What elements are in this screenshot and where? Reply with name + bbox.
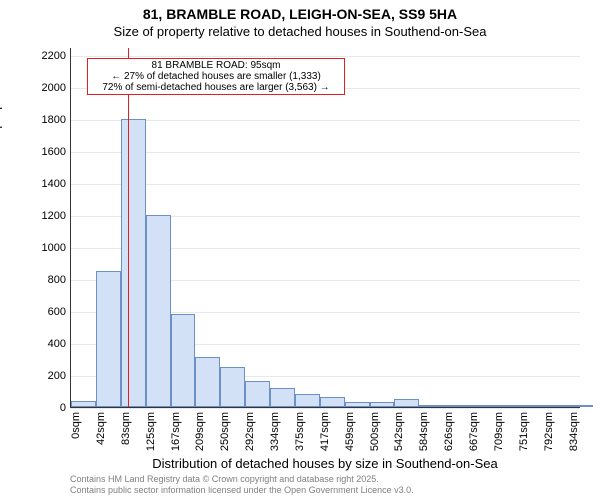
grid-line (71, 152, 580, 153)
histogram-bar (146, 215, 171, 407)
y-tick-label: 800 (48, 274, 66, 286)
x-tick-label: 500sqm (369, 412, 381, 452)
x-tick-label: 626sqm (443, 412, 455, 452)
x-tick-label: 667sqm (468, 412, 480, 452)
histogram-bar (195, 357, 220, 407)
y-tick-label: 1600 (42, 146, 66, 158)
chart-subtitle: Size of property relative to detached ho… (0, 24, 600, 39)
y-tick-label: 200 (48, 370, 66, 382)
y-tick-label: 2000 (42, 82, 66, 94)
plot-area (70, 48, 580, 408)
x-tick-label: 334sqm (269, 412, 281, 452)
grid-line (71, 184, 580, 185)
grid-line (71, 120, 580, 121)
histogram-bar (320, 397, 345, 407)
x-tick-label: 292sqm (244, 412, 256, 452)
x-tick-label: 375sqm (294, 412, 306, 452)
y-tick-label: 1000 (42, 242, 66, 254)
x-tick-label: 417sqm (319, 412, 331, 452)
y-tick-label: 400 (48, 338, 66, 350)
y-tick-label: 0 (60, 402, 66, 414)
annotation-line-1: 81 BRAMBLE ROAD: 95sqm (91, 60, 341, 71)
x-tick-label: 792sqm (543, 412, 555, 452)
histogram-bar (96, 271, 121, 407)
histogram-bar (569, 405, 594, 407)
x-tick-label: 250sqm (219, 412, 231, 452)
histogram-bar (444, 405, 469, 407)
grid-line (71, 56, 580, 57)
x-tick-label: 459sqm (344, 412, 356, 452)
chart-title: 81, BRAMBLE ROAD, LEIGH-ON-SEA, SS9 5HA (0, 6, 600, 22)
x-tick-label: 167sqm (170, 412, 182, 452)
histogram-bar (171, 314, 196, 407)
footer-line-1: Contains HM Land Registry data © Crown c… (70, 474, 580, 485)
x-tick-label: 584sqm (418, 412, 430, 452)
histogram-bar (295, 394, 320, 407)
footer-line-2: Contains public sector information licen… (70, 485, 580, 496)
marker-line (128, 48, 129, 407)
grid-line (71, 408, 580, 409)
x-tick-label: 209sqm (194, 412, 206, 452)
histogram-bar (220, 367, 245, 407)
x-tick-label: 834sqm (568, 412, 580, 452)
x-tick-label: 42sqm (95, 412, 107, 452)
y-tick-label: 1400 (42, 178, 66, 190)
y-tick-label: 1800 (42, 114, 66, 126)
histogram-bar (394, 399, 419, 407)
histogram-bar (270, 388, 295, 407)
x-tick-label: 542sqm (393, 412, 405, 452)
x-tick-label: 0sqm (70, 412, 82, 452)
x-axis-label: Distribution of detached houses by size … (70, 456, 580, 471)
x-tick-label: 751sqm (518, 412, 530, 452)
annotation-box: 81 BRAMBLE ROAD: 95sqm ← 27% of detached… (87, 58, 345, 95)
y-tick-label: 2200 (42, 50, 66, 62)
histogram-bar (519, 405, 544, 407)
y-axis-label: Number of detached properties (0, 71, 3, 250)
histogram-bar (370, 402, 395, 407)
y-tick-label: 600 (48, 306, 66, 318)
annotation-line-2: ← 27% of detached houses are smaller (1,… (91, 71, 341, 82)
property-size-histogram: 81, BRAMBLE ROAD, LEIGH-ON-SEA, SS9 5HA … (0, 0, 600, 500)
histogram-bar (419, 405, 444, 407)
histogram-bar (245, 381, 270, 407)
x-tick-label: 709sqm (493, 412, 505, 452)
footer-attribution: Contains HM Land Registry data © Crown c… (70, 474, 580, 496)
histogram-bar (544, 405, 569, 407)
histogram-bar (121, 119, 146, 407)
x-tick-label: 83sqm (120, 412, 132, 452)
histogram-bar (494, 405, 519, 407)
x-tick-label: 125sqm (145, 412, 157, 452)
histogram-bar (345, 402, 370, 407)
histogram-bar (469, 405, 494, 407)
histogram-bar (71, 401, 96, 407)
y-tick-label: 1200 (42, 210, 66, 222)
annotation-line-3: 72% of semi-detached houses are larger (… (91, 82, 341, 93)
